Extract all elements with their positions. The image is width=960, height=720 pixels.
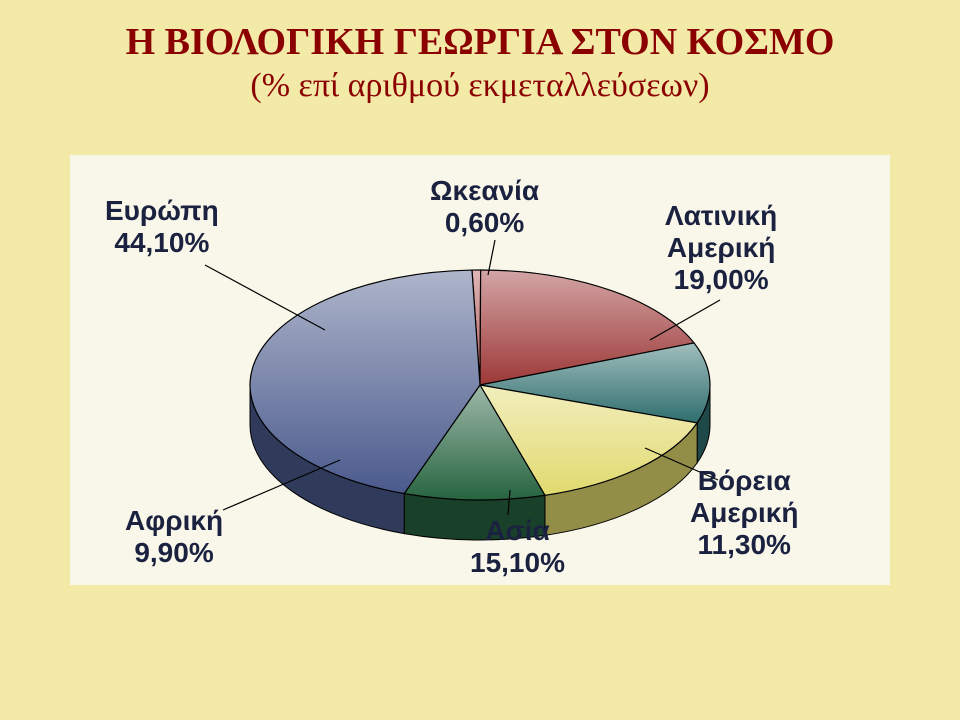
pie-chart: Ευρώπη 44,10% Ωκεανία 0,60% Λατινική Αμε… <box>70 155 890 585</box>
slide-title: Η ΒΙΟΛΟΓΙΚΗ ΓΕΩΡΓΙΑ ΣΤΟΝ ΚΟΣΜΟ (% επί αρ… <box>0 20 960 106</box>
title-line1: Η ΒΙΟΛΟΓΙΚΗ ΓΕΩΡΓΙΑ ΣΤΟΝ ΚΟΣΜΟ <box>126 21 835 63</box>
slide: Η ΒΙΟΛΟΓΙΚΗ ΓΕΩΡΓΙΑ ΣΤΟΝ ΚΟΣΜΟ (% επί αρ… <box>0 0 960 720</box>
label-asia: Ασία 15,10% <box>470 515 565 579</box>
label-north-america: Βόρεια Αμερική 11,30% <box>690 465 798 562</box>
label-latin-america: Λατινική Αμερική 19,00% <box>665 200 777 297</box>
label-africa: Αφρική 9,90% <box>125 505 223 569</box>
title-line2: (% επί αριθμού εκμεταλλεύσεων) <box>0 66 960 107</box>
label-europe: Ευρώπη 44,10% <box>105 195 219 259</box>
label-oceania: Ωκεανία 0,60% <box>430 175 539 239</box>
